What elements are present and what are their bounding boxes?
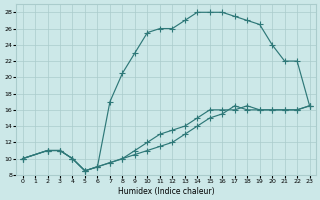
X-axis label: Humidex (Indice chaleur): Humidex (Indice chaleur)	[118, 187, 214, 196]
